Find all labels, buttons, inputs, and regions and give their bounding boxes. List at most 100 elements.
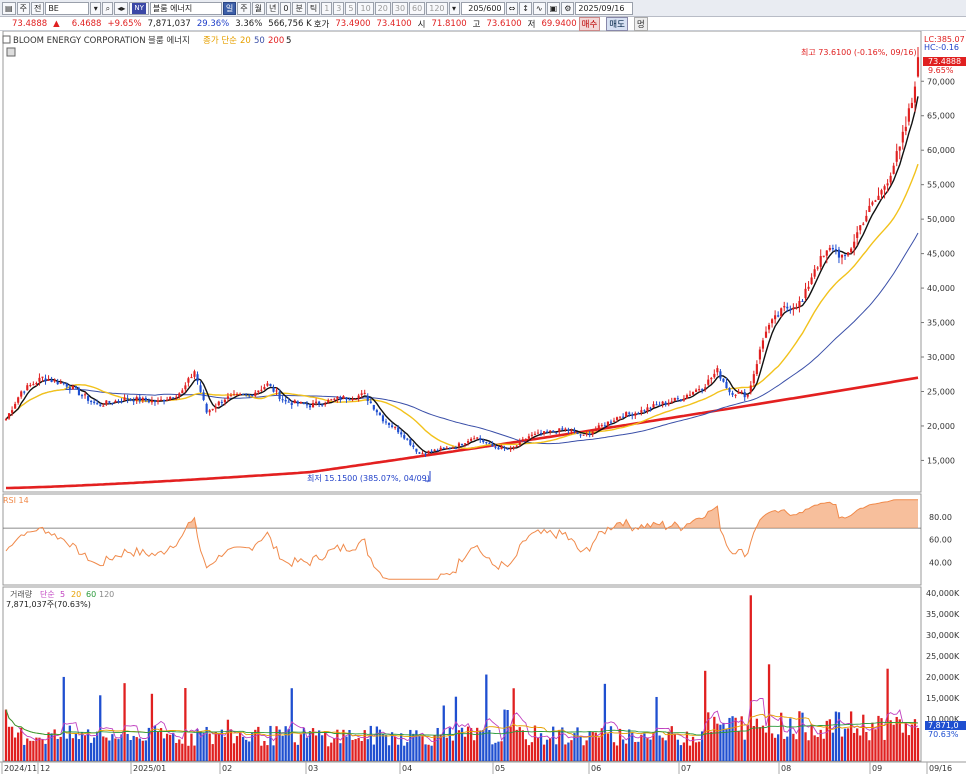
interval-60-button[interactable]: 60 <box>409 1 426 15</box>
candle-body <box>710 377 713 380</box>
volume-bar <box>476 727 479 761</box>
low-label: 저 <box>527 19 536 30</box>
candle-body <box>716 368 719 373</box>
interval-120-button[interactable]: 120 <box>426 1 448 15</box>
volume-bar <box>853 732 856 761</box>
scale-icon[interactable]: ↕ <box>519 1 532 15</box>
date-input[interactable]: 2025/09/16 <box>575 1 634 15</box>
vol-ma-5: 5 <box>60 590 65 599</box>
candle-body <box>381 415 385 422</box>
period-selector[interactable]: 주 <box>16 1 30 15</box>
volume-bar <box>281 735 284 761</box>
candle-body <box>391 425 394 427</box>
interval-30-button[interactable]: 30 <box>391 1 409 15</box>
volume-bar <box>86 729 90 761</box>
prev-next-icon[interactable]: ◂▸ <box>114 1 129 15</box>
candle-body <box>327 399 330 403</box>
search-icon[interactable]: ⌕ <box>102 1 114 15</box>
candle-body <box>11 410 14 413</box>
close-button[interactable]: 멍 <box>633 16 648 31</box>
symbol-dropdown-icon[interactable]: ▾ <box>90 1 102 15</box>
save-icon[interactable]: ▣ <box>546 1 561 15</box>
panel-settings-icon[interactable] <box>6 47 16 57</box>
candle-body <box>412 445 415 448</box>
candle-body <box>460 443 464 445</box>
stock-name-field[interactable]: 블룸 에너지 <box>149 1 222 15</box>
sell-button[interactable]: 매도 <box>606 16 628 31</box>
volume-bar <box>466 726 470 761</box>
volume-bar <box>275 726 278 761</box>
candle-body <box>205 403 208 413</box>
candle-body <box>59 382 62 384</box>
volume-bar <box>308 731 312 761</box>
candle-body <box>65 383 68 387</box>
link-icon[interactable]: ⇔ <box>505 1 519 15</box>
candle-body <box>494 446 497 448</box>
candle-body <box>792 307 795 310</box>
volume-bar <box>159 728 163 761</box>
candle-body <box>497 447 500 450</box>
candle-body <box>916 57 920 77</box>
volume-bar <box>524 739 527 761</box>
settings-icon[interactable]: ⚙ <box>561 1 575 15</box>
volume-bar <box>345 736 348 761</box>
period-week-button[interactable]: 주 <box>237 1 251 15</box>
chart-toggle[interactable]: 전 <box>30 1 45 15</box>
volume-bar <box>260 745 263 761</box>
candle-body <box>394 426 397 428</box>
volume-bar <box>685 731 689 761</box>
volume-bar <box>795 739 798 761</box>
x-tick-label: 03 <box>308 764 318 773</box>
volume-bar <box>767 664 771 761</box>
period-minute-button[interactable]: 분 <box>292 1 306 15</box>
volume-value: 7,871,037 <box>147 18 191 29</box>
candle-body <box>874 200 877 202</box>
candle-body <box>71 386 74 390</box>
period-day-button[interactable]: 일 <box>222 1 237 15</box>
candle-body <box>758 349 761 360</box>
interval-dropdown-icon[interactable]: ▾ <box>448 1 460 15</box>
volume-bar <box>44 743 47 761</box>
tool-icon[interactable]: ∿ <box>532 1 546 15</box>
volume-bar <box>634 741 637 761</box>
candle-body <box>348 399 351 401</box>
chart-area[interactable]: 70,000 65,000 60,000 55,000 50,000 45,000 40,0… <box>0 31 966 774</box>
bar-count-input[interactable]: 205/600 <box>460 1 505 15</box>
legend-box-icon[interactable] <box>2 35 11 44</box>
volume-bar <box>196 729 199 761</box>
interval-10-button[interactable]: 10 <box>357 1 374 15</box>
period-month-button[interactable]: 월 <box>251 1 265 15</box>
period-year-button[interactable]: 년 <box>265 1 280 15</box>
volume-pct-tag: 70.63% <box>928 730 959 739</box>
turnover-value: 3.36% <box>235 18 263 29</box>
candle-body <box>746 394 749 397</box>
volume-bar <box>147 727 151 761</box>
volume-bar <box>89 742 93 761</box>
volume-bar <box>482 729 485 761</box>
candle-body <box>552 430 555 432</box>
volume-bar <box>819 729 822 761</box>
buy-button[interactable]: 매수 <box>578 16 601 31</box>
interval-5-button[interactable]: 5 <box>345 1 357 15</box>
volume-bar <box>327 746 330 761</box>
chart-menu-icon[interactable]: ▤ <box>2 1 16 15</box>
candle-body <box>451 447 454 449</box>
interval-3-button[interactable]: 3 <box>333 1 345 15</box>
volume-bar <box>707 712 710 761</box>
volume-bar <box>448 727 451 761</box>
symbol-input[interactable]: BE <box>45 1 90 15</box>
volume-bar <box>585 740 588 761</box>
interval-1-button[interactable]: 1 <box>321 1 333 15</box>
candle-body <box>44 378 47 382</box>
volume-bar <box>536 737 540 761</box>
candle-body <box>479 438 482 441</box>
volume-bar <box>688 745 692 761</box>
period-zero-button[interactable]: 0 <box>280 1 292 15</box>
candle-body <box>597 425 600 429</box>
volume-bar <box>430 745 433 761</box>
volume-bar <box>7 726 11 761</box>
volume-bar <box>226 719 230 761</box>
exchange-label: NY <box>132 2 146 14</box>
interval-20-button[interactable]: 20 <box>374 1 391 15</box>
period-tick-button[interactable]: 틱 <box>306 1 321 15</box>
